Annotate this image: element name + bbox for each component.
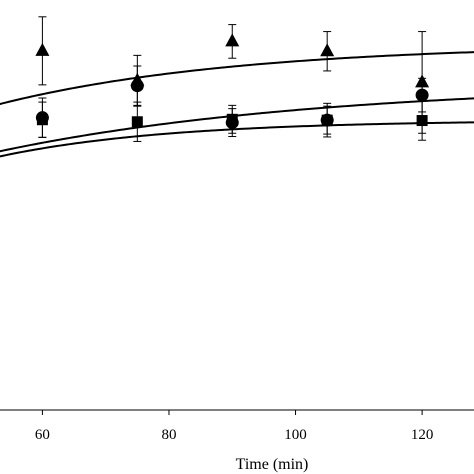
data-point-triangle [225,24,240,59]
x-tick-label: 80 [161,427,176,443]
data-points [35,16,430,142]
square-marker [131,116,143,128]
data-point-triangle [35,16,50,86]
x-tick-label: 100 [284,427,307,443]
square-marker [226,113,238,125]
x-tick-label: 120 [411,427,434,443]
triangle-marker [225,33,240,47]
circle-marker [130,79,144,93]
triangle-marker [320,43,335,57]
data-point-square [321,102,333,138]
fit-curve-triangle [0,51,474,106]
circle-marker [415,88,429,102]
square-marker [416,115,428,127]
square-marker [321,114,333,126]
data-point-square [226,104,238,134]
data-point-square [131,101,143,142]
data-point-triangle [320,31,335,72]
triangle-marker [35,42,50,56]
data-point-circle [130,65,144,106]
x-tick-label: 60 [35,427,50,443]
data-point-square [36,101,48,138]
data-point-square [416,100,428,141]
x-axis-ticks: 60 80 100 120 [35,410,433,443]
x-axis-title: Time (min) [236,456,309,473]
square-marker [36,114,48,126]
fit-curve-square [0,121,474,158]
fit-curves [0,51,474,158]
